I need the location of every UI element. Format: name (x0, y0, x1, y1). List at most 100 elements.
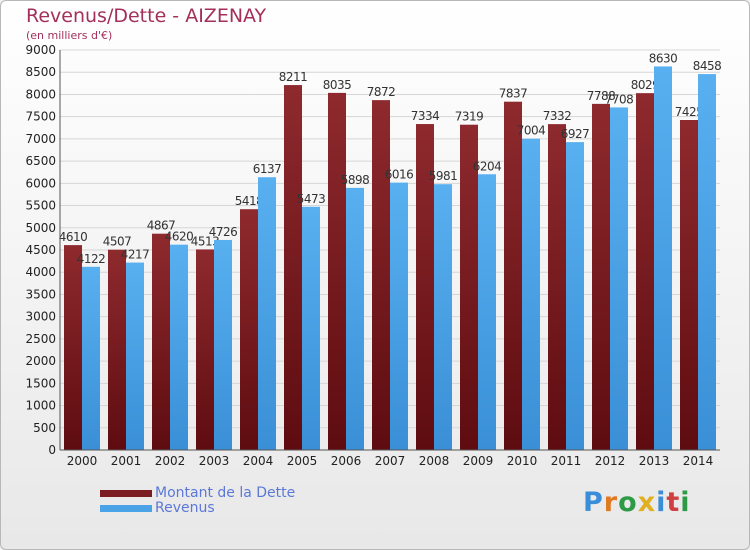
data-label-revenus: 5898 (341, 173, 370, 187)
bar-revenus (654, 66, 672, 450)
data-label-revenus: 8630 (649, 51, 678, 65)
y-tick-label: 3000 (25, 310, 56, 324)
bar-dette (284, 85, 302, 451)
x-tick-label: 2008 (419, 454, 450, 468)
bar-revenus (522, 138, 540, 450)
data-label-revenus: 6204 (473, 159, 502, 173)
bar-dette (504, 101, 522, 450)
y-tick-label: 4000 (25, 265, 56, 279)
data-label-dette: 5418 (235, 194, 264, 208)
bar-revenus (566, 142, 584, 450)
y-tick-label: 9000 (25, 43, 56, 57)
bar-dette (108, 249, 126, 450)
x-tick-label: 2007 (375, 454, 406, 468)
y-tick-label: 0 (48, 443, 56, 457)
proxiti-logo: Proxiti (583, 487, 691, 518)
data-label-revenus: 5981 (429, 169, 458, 183)
data-label-revenus: 7004 (517, 124, 546, 138)
x-tick-label: 2011 (551, 454, 582, 468)
data-label-revenus: 4726 (209, 225, 238, 239)
data-label-revenus: 4122 (77, 252, 106, 266)
bar-revenus (610, 107, 628, 450)
data-label-dette: 8029 (631, 78, 660, 92)
chart-subtitle: (en milliers d'€) (26, 29, 113, 42)
y-tick-label: 2500 (25, 332, 56, 346)
data-label-dette: 8035 (323, 78, 352, 92)
bar-revenus (302, 206, 320, 450)
logo-letter: P (583, 487, 604, 518)
x-tick-label: 2005 (287, 454, 318, 468)
data-label-dette: 7788 (587, 89, 616, 103)
bar-revenus (126, 262, 144, 450)
legend-swatch-revenus (100, 505, 152, 512)
legend-swatch-dette (100, 490, 152, 497)
bar-revenus (346, 187, 364, 450)
bar-revenus (82, 266, 100, 450)
bar-revenus (170, 244, 188, 450)
x-tick-label: 2014 (683, 454, 714, 468)
bar-dette (328, 92, 346, 450)
bar-dette (680, 120, 698, 450)
x-tick-label: 2013 (639, 454, 670, 468)
bar-revenus (698, 74, 716, 450)
bar-revenus (478, 174, 496, 450)
data-label-dette: 4513 (191, 234, 220, 248)
x-tick-label: 2000 (67, 454, 98, 468)
logo-letter: i (656, 487, 667, 518)
data-label-dette: 8211 (279, 70, 308, 84)
data-label-revenus: 6927 (561, 127, 590, 141)
x-tick-label: 2004 (243, 454, 274, 468)
y-tick-label: 6000 (25, 176, 56, 190)
data-label-revenus: 4217 (121, 248, 150, 262)
logo-letter: o (618, 487, 638, 518)
data-label-revenus: 6137 (253, 162, 282, 176)
y-tick-label: 7000 (25, 132, 56, 146)
bar-dette (372, 100, 390, 450)
logo-letter: i (680, 487, 691, 518)
y-tick-label: 2000 (25, 354, 56, 368)
bar-dette (460, 124, 478, 450)
bar-dette (240, 209, 258, 450)
data-label-revenus: 8458 (693, 59, 722, 73)
x-tick-label: 2009 (463, 454, 494, 468)
y-tick-label: 8500 (25, 65, 56, 79)
y-tick-label: 7500 (25, 110, 56, 124)
legend-label-revenus: Revenus (155, 500, 215, 516)
bar-revenus (390, 182, 408, 450)
chart-title: Revenus/Dette - AIZENAY (26, 5, 267, 27)
bar-dette (196, 249, 214, 450)
bar-revenus (214, 239, 232, 450)
data-label-dette: 4507 (103, 235, 132, 249)
data-label-revenus: 4620 (165, 230, 194, 244)
y-tick-label: 5000 (25, 221, 56, 235)
bar-dette (152, 233, 170, 450)
legend-label-dette: Montant de la Dette (155, 485, 296, 501)
y-tick-label: 8000 (25, 87, 56, 101)
data-label-revenus: 6016 (385, 168, 414, 182)
y-tick-label: 1000 (25, 399, 56, 413)
x-tick-label: 2012 (595, 454, 626, 468)
bar-dette (548, 124, 566, 450)
x-tick-label: 2003 (199, 454, 230, 468)
x-tick-label: 2001 (111, 454, 142, 468)
logo-letter: r (603, 487, 619, 518)
data-label-dette: 7837 (499, 87, 528, 101)
y-tick-label: 500 (33, 421, 56, 435)
data-label-revenus: 5473 (297, 192, 326, 206)
y-tick-label: 3500 (25, 287, 56, 301)
y-tick-label: 5500 (25, 199, 56, 213)
logo-letter: t (666, 487, 681, 518)
data-label-dette: 7334 (411, 109, 440, 123)
x-tick-label: 2002 (155, 454, 186, 468)
bar-dette (636, 93, 654, 451)
data-label-dette: 7872 (367, 85, 396, 99)
bar-dette (592, 103, 610, 450)
y-tick-label: 1500 (25, 376, 56, 390)
y-tick-label: 6500 (25, 154, 56, 168)
bar-dette (416, 124, 434, 451)
logo-letter: x (637, 487, 657, 518)
bar-revenus (258, 177, 276, 450)
data-label-dette: 4867 (147, 219, 176, 233)
x-tick-label: 2006 (331, 454, 362, 468)
